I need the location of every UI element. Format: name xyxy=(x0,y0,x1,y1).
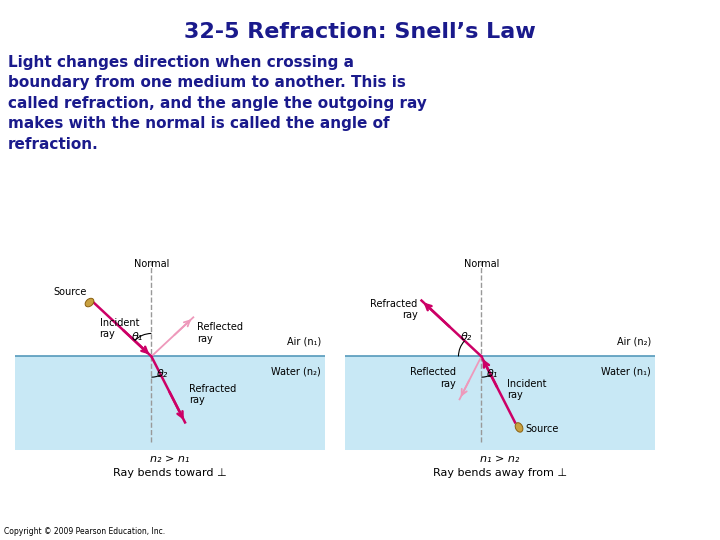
Text: Air (n₂): Air (n₂) xyxy=(617,336,651,346)
Text: 32-5 Refraction: Snell’s Law: 32-5 Refraction: Snell’s Law xyxy=(184,22,536,42)
Text: θ₂: θ₂ xyxy=(157,369,168,379)
Text: Light changes direction when crossing a
boundary from one medium to another. Thi: Light changes direction when crossing a … xyxy=(8,55,427,152)
Text: Source: Source xyxy=(525,424,559,434)
Ellipse shape xyxy=(516,423,523,432)
Text: Refracted
ray: Refracted ray xyxy=(370,299,418,320)
Text: Water (n₂): Water (n₂) xyxy=(271,367,321,376)
Text: Copyright © 2009 Pearson Education, Inc.: Copyright © 2009 Pearson Education, Inc. xyxy=(4,527,165,536)
Bar xyxy=(15,356,325,450)
Text: θ₁: θ₁ xyxy=(132,332,143,342)
Text: Water (n₁): Water (n₁) xyxy=(601,367,651,376)
Text: Normal: Normal xyxy=(134,259,169,269)
Text: Ray bends away from ⊥: Ray bends away from ⊥ xyxy=(433,468,567,478)
Text: Refracted
ray: Refracted ray xyxy=(189,383,236,405)
Text: Incident
ray: Incident ray xyxy=(507,379,546,400)
Text: Normal: Normal xyxy=(464,259,499,269)
Text: θ₂: θ₂ xyxy=(461,332,472,342)
Text: Source: Source xyxy=(53,287,86,296)
Bar xyxy=(345,356,655,450)
Text: Reflected
ray: Reflected ray xyxy=(197,322,243,344)
Text: Ray bends toward ⊥: Ray bends toward ⊥ xyxy=(113,468,227,478)
Text: n₂ > n₁: n₂ > n₁ xyxy=(150,454,189,464)
Text: n₁ > n₂: n₁ > n₂ xyxy=(480,454,520,464)
Text: θ₁: θ₁ xyxy=(487,369,498,379)
Text: Reflected
ray: Reflected ray xyxy=(410,367,456,389)
Text: Incident
ray: Incident ray xyxy=(99,318,139,339)
Text: Air (n₁): Air (n₁) xyxy=(287,336,321,346)
Ellipse shape xyxy=(85,298,94,307)
